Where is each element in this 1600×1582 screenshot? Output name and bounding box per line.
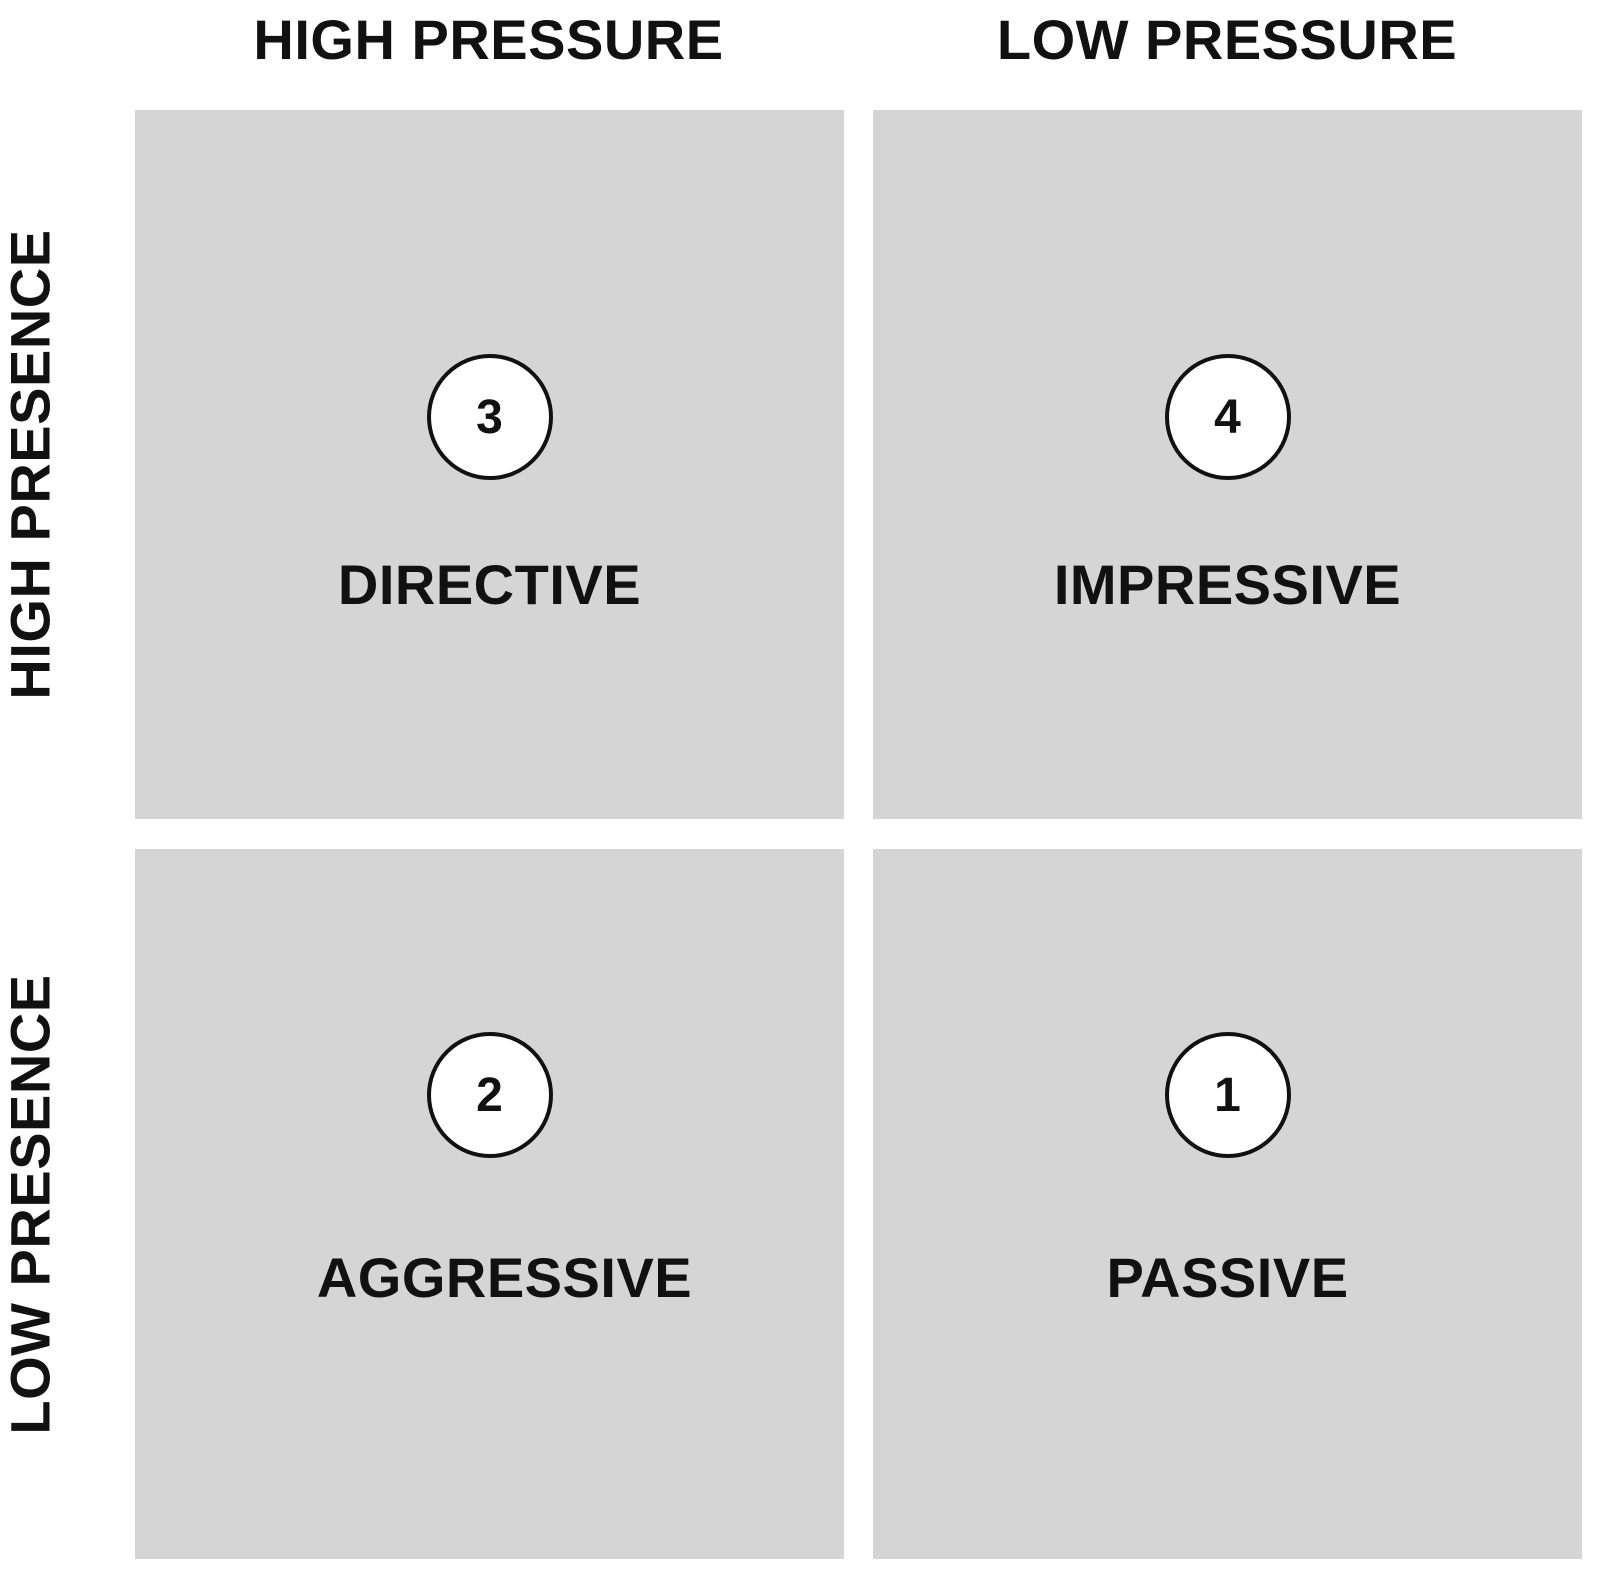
quadrant-label: DIRECTIVE xyxy=(337,553,642,616)
quadrant-impressive: 4 IMPRESSIVE xyxy=(873,110,1582,819)
quadrant-number-badge: 4 xyxy=(1164,354,1291,480)
row-header-low-presence: LOW PRESENCE xyxy=(0,849,62,1559)
row-header-high-presence: HIGH PRESENCE xyxy=(0,110,62,819)
row-header-high-presence-label: HIGH PRESENCE xyxy=(0,229,62,700)
quadrant-label: AGGRESSIVE xyxy=(316,1246,693,1309)
quadrant-number-badge: 1 xyxy=(1164,1032,1291,1158)
quadrant-label: IMPRESSIVE xyxy=(1053,553,1402,616)
quadrant-directive: 3 DIRECTIVE xyxy=(135,110,844,819)
row-header-low-presence-label: LOW PRESENCE xyxy=(0,973,62,1435)
quadrant-passive: 1 PASSIVE xyxy=(873,849,1582,1559)
quadrant-label: PASSIVE xyxy=(1106,1246,1349,1309)
quadrant-aggressive: 2 AGGRESSIVE xyxy=(135,849,844,1559)
quadrant-number-badge: 2 xyxy=(426,1032,553,1158)
column-header-low-pressure: LOW PRESSURE xyxy=(996,8,1458,71)
column-header-high-pressure: HIGH PRESSURE xyxy=(253,8,724,71)
quadrant-number-badge: 3 xyxy=(426,354,553,480)
